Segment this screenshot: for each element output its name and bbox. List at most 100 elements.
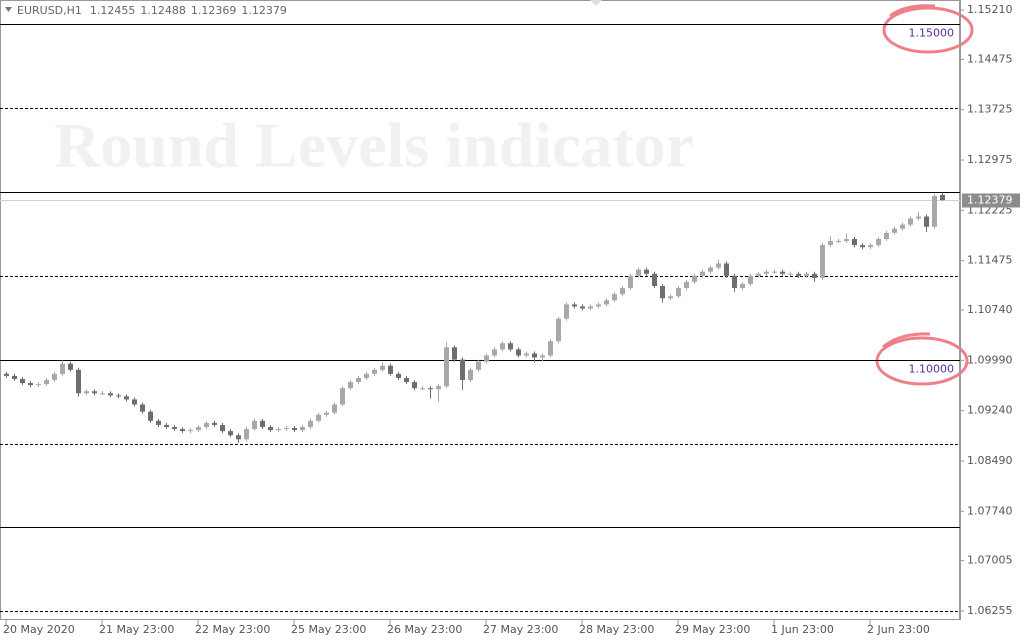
x-tick-label: 20 May 2020 [3, 623, 75, 636]
candle-body [692, 275, 697, 282]
candle-body [20, 378, 25, 384]
candle-body [308, 420, 313, 428]
candle-body [300, 427, 305, 431]
candle-body [852, 239, 857, 246]
header-open: 1.12455 [90, 4, 136, 17]
candle-body [372, 369, 377, 374]
candle-body [540, 355, 545, 358]
candle-body [876, 239, 881, 246]
candle-body [924, 216, 929, 227]
candle-body [740, 283, 745, 289]
candle-body [196, 427, 201, 431]
candle-body [156, 420, 161, 425]
y-tick-label: 1.15210 [967, 3, 1013, 16]
candle-body [572, 304, 577, 307]
candle-body [764, 271, 769, 274]
candle-body [524, 353, 529, 356]
x-tick-label: 1 Jun 23:00 [771, 623, 834, 636]
candle-body [860, 245, 865, 248]
candle-body [12, 375, 17, 379]
candle-body [140, 404, 145, 412]
candle-body [132, 399, 137, 405]
candle-body [324, 412, 329, 415]
candle-body [268, 427, 273, 431]
candle-body [292, 428, 297, 431]
candle-body [484, 355, 489, 362]
x-tick-label: 28 May 23:00 [579, 623, 654, 636]
candle-body [76, 369, 81, 394]
candle-body [92, 391, 97, 394]
candle-body [516, 349, 521, 356]
candle-body [660, 285, 665, 299]
candle-body [4, 373, 9, 376]
candle-body [188, 430, 193, 432]
candle-body [868, 245, 873, 248]
x-tick-label: 26 May 23:00 [387, 623, 462, 636]
candle-body [748, 275, 753, 284]
candle-body [772, 271, 777, 273]
x-tick-label: 22 May 23:00 [195, 623, 270, 636]
candle-body [340, 388, 345, 405]
candle-body [652, 273, 657, 286]
candle-body [404, 377, 409, 383]
candle-body [684, 281, 689, 289]
candle-body [460, 359, 465, 380]
candle-body [348, 382, 353, 389]
candle-body [812, 273, 817, 278]
candle-body [732, 275, 737, 289]
candle-body [468, 369, 473, 380]
candle-body [588, 306, 593, 309]
candle-body [84, 391, 89, 394]
shift-marker [590, 0, 602, 6]
candle-body [492, 349, 497, 356]
candle-body [244, 429, 249, 440]
candle-body [708, 267, 713, 272]
x-tick-label: 21 May 23:00 [99, 623, 174, 636]
header-low: 1.12369 [191, 4, 237, 17]
candle-body [836, 241, 841, 243]
candle-body [716, 263, 721, 268]
candle-body [396, 373, 401, 378]
candle-body [332, 404, 337, 413]
header-close: 1.12379 [241, 4, 287, 17]
candle-body [60, 363, 65, 374]
candle-body [172, 427, 177, 430]
symbol: EURUSD,H1 [17, 4, 82, 17]
candle-body [580, 306, 585, 309]
candle-body [892, 228, 897, 233]
candle-body [916, 216, 921, 219]
candle-body [236, 435, 241, 440]
y-tick-label: 1.12975 [967, 153, 1013, 166]
candle-body [604, 300, 609, 305]
candle-body [548, 341, 553, 356]
plot-frame [0, 0, 960, 620]
candle-body [428, 388, 433, 390]
candle-body [412, 382, 417, 389]
candle-body [612, 294, 617, 301]
candle-body [452, 347, 457, 360]
candle-body [628, 275, 633, 289]
candle-body [380, 365, 385, 370]
candle-body [28, 383, 33, 386]
candle-body [116, 395, 121, 397]
candle-body [820, 245, 825, 278]
candle-body [356, 377, 361, 383]
highlight-swoosh [889, 4, 936, 18]
price-tag [962, 193, 1020, 208]
watermark: Round Levels indicator [54, 110, 694, 181]
candle-body [164, 424, 169, 428]
price-tag-label: 1.12379 [967, 194, 1013, 207]
candle-body [940, 194, 945, 201]
candle-body [476, 361, 481, 370]
candle-body [180, 429, 185, 432]
candle-body [36, 384, 41, 386]
symbol-menu-arrow[interactable] [5, 7, 12, 12]
candle-body [220, 424, 225, 432]
y-tick-label: 1.09240 [967, 404, 1013, 417]
x-tick-label: 25 May 23:00 [291, 623, 366, 636]
candle-body [204, 422, 209, 428]
candle-body [620, 288, 625, 295]
candle-body [364, 373, 369, 378]
candle-body [908, 218, 913, 225]
